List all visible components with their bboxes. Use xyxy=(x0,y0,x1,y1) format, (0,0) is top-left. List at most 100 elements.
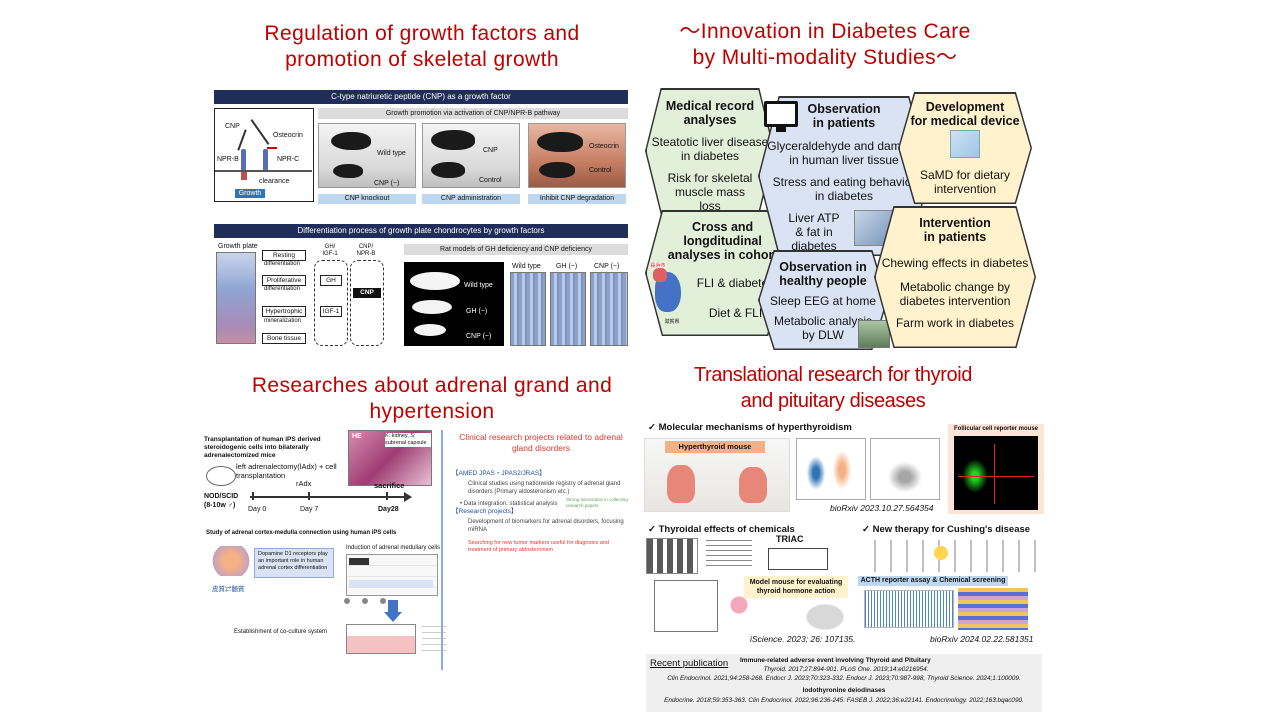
histo-label: GH (−) xyxy=(556,263,578,270)
inhibit-mark xyxy=(267,147,277,149)
growth-plate-image xyxy=(216,252,256,344)
hex-title-line: Observation in xyxy=(779,259,867,274)
photo-label: Wild type xyxy=(377,150,406,157)
differentiation-flow: Resting differentiation Proliferative di… xyxy=(258,242,388,346)
farm-photo xyxy=(858,320,890,348)
volcano-plot xyxy=(870,438,940,500)
he-image: HE K: kidney, S: subrenal capsule xyxy=(348,430,432,486)
flow-step: mineralization xyxy=(264,318,302,324)
hex-medical-record: Medical record analyses Steatotic liver d… xyxy=(645,88,775,214)
label-gh-igf: GH/ IGF-1 xyxy=(322,244,338,257)
title-line: hypertension xyxy=(369,400,495,423)
hex-line: Steatotic liver disease in diabetes xyxy=(651,134,769,163)
timeline-arrow-icon xyxy=(404,492,412,502)
screening-scatter xyxy=(864,590,954,628)
coculture-label: Establishment of co-culture system xyxy=(234,629,328,635)
label-cnp: CNP xyxy=(225,123,240,130)
follicular-panel: Follicular cell reporter mouse xyxy=(948,424,1044,514)
photo-label: Osteocrin xyxy=(589,143,619,150)
hex-line: FLI & diabetes xyxy=(696,275,775,290)
hex-line: Liver ATP & fat in diabetes xyxy=(788,210,840,253)
iodo-heading: Iodothyronine deiodinases xyxy=(802,687,886,694)
app-icon xyxy=(949,129,980,158)
hex-cohort: Cross and longditudinal analyses in cohort… xyxy=(645,210,785,336)
section-title-adrenal: Researches about adrenal grand and hyper… xyxy=(222,373,642,425)
membrane-line xyxy=(215,170,312,172)
timeline xyxy=(250,496,408,498)
protocol-step xyxy=(349,558,369,565)
photo-cnp-knockout: Wild type CNP (−) xyxy=(318,123,416,188)
follicular-label: Follicular cell reporter mouse xyxy=(953,426,1039,432)
hex-line: Metabolic change by diabetes interventio… xyxy=(899,279,1011,308)
histology-image xyxy=(510,272,546,346)
photo-inhibit-cnp: Osteocrin Control xyxy=(528,123,626,188)
down-arrow-head-icon xyxy=(384,612,402,622)
region-icon xyxy=(652,267,667,282)
sacrifice-label: sacrifice xyxy=(374,481,405,490)
title-line: Translational research for thyroid xyxy=(693,364,972,386)
banner-cnp: C-type natriuretic peptide (CNP) as a gr… xyxy=(214,90,628,104)
hex-title-line: Medical record xyxy=(665,98,755,113)
thyroidal-heading: ✓ Thyroidal effects of chemicals xyxy=(648,524,795,535)
hex-line: Metabolic analysis by DLW xyxy=(773,313,873,342)
stage-bone: Bone tissue xyxy=(262,333,306,344)
reporter-icon xyxy=(934,546,948,560)
biorxiv-citation-1: bioRxiv 2023.10.27.564354 xyxy=(830,503,934,513)
transplant-title: Transplantation of human iPS derived ste… xyxy=(204,436,321,459)
stage-proliferative: Proliferative xyxy=(262,275,306,286)
nod-label: NOD/SCID (8-10w ♂) xyxy=(204,493,239,509)
hex-title-line: in patients xyxy=(812,115,876,130)
section-title-diabetes: 〜Innovation in Diabetes Care by Multi-mo… xyxy=(640,19,1010,71)
stage-resting: Resting xyxy=(262,250,306,261)
cortex-title: Study of adrenal cortex-medulla connecti… xyxy=(206,530,397,536)
iodo-refs: Endocrine. 2018;59:353-363. Clin Endocri… xyxy=(664,697,1024,704)
thyroid-icon xyxy=(722,590,756,620)
acth-label: ACTH reporter assay & Chemical screening xyxy=(858,576,1008,586)
rat-label: GH (−) xyxy=(466,308,488,315)
panel-label: CNP administration xyxy=(422,194,520,204)
mouse-icon xyxy=(333,164,363,178)
projects-label: 【Research projects】 xyxy=(452,508,518,515)
induction-protocol xyxy=(346,554,438,596)
immune-refs-1: Thyroid. 2017;27:894-901. PLoS One. 2019… xyxy=(763,666,929,673)
cell-icon xyxy=(344,598,350,604)
panel-label: Inhibit CNP degradation xyxy=(528,194,626,204)
banner-differentiation: Differentiation process of growth plate … xyxy=(214,224,628,238)
title-line: 〜Innovation in Diabetes Care xyxy=(679,20,971,43)
title-line: promotion of skeletal growth xyxy=(285,48,559,71)
hex-line: Chewing effects in diabetes xyxy=(881,255,1029,270)
down-arrow-icon xyxy=(388,600,398,614)
induction-label: Induction of adrenal medullary cells xyxy=(346,545,441,551)
radx-label: rAdx xyxy=(296,479,312,488)
histology-image xyxy=(590,272,628,346)
hex-title: Development for medical device xyxy=(910,100,1019,128)
mouse-icon xyxy=(537,132,583,152)
title-line: and pituitary diseases xyxy=(740,390,926,412)
plot-points xyxy=(805,453,827,493)
cortex-medulla-label: 皮質⇄髄質 xyxy=(212,586,245,593)
day-label: Day28 xyxy=(378,506,399,513)
receptor-icon xyxy=(241,149,246,171)
coculture-well xyxy=(346,624,416,654)
gate-line xyxy=(994,444,995,504)
title-line: Regulation of growth factors and xyxy=(264,22,580,45)
dopamine-text: Dopamine D1 receptors play an important … xyxy=(258,551,328,571)
label-nprc: NPR-C xyxy=(277,156,300,163)
histo-label: CNP (−) xyxy=(594,263,620,270)
amed-label: 【AMED JPAS・JPAS2/JRAS】 xyxy=(452,470,546,477)
hex-title-line: analyses xyxy=(683,112,737,127)
rat-models-header: Rat models of GH deficiency and CNP defi… xyxy=(404,244,628,255)
photo-label: CNP (−) xyxy=(374,180,400,187)
thyroid-tissue-icon xyxy=(739,467,767,503)
section-title-thyroid: Translational research for thyroid and p… xyxy=(668,362,998,414)
dashed-group xyxy=(314,260,348,346)
biorxiv-citation-2: bioRxiv 2024.02.22.581351 xyxy=(930,634,1034,644)
section-title-skeletal: Regulation of growth factors and promoti… xyxy=(222,21,622,73)
label-nprb: NPR-B xyxy=(217,156,239,163)
label-cnp-nprb: CNP/ NPR-B xyxy=(356,244,376,257)
hex-line: Sleep EEG at home xyxy=(769,293,877,308)
cell-icon xyxy=(380,598,386,604)
photo-label: Control xyxy=(589,167,612,174)
strong-association: Strong association in collecting researc… xyxy=(566,497,628,508)
rat-icon xyxy=(410,272,460,290)
